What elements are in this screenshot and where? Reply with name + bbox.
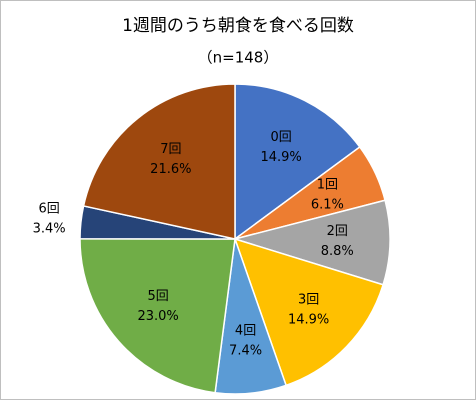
slice-value-label: 14.9%	[288, 313, 329, 328]
slice-category-label: 3回	[298, 293, 319, 308]
chart-subtitle: （n=148）	[198, 49, 279, 67]
slice-value-label: 3.4%	[33, 221, 66, 236]
slice-category-label: 0回	[270, 130, 291, 145]
slice-category-label: 5回	[147, 289, 168, 304]
slice-value-label: 6.1%	[311, 198, 344, 213]
slice-category-label: 4回	[235, 323, 256, 338]
pie-slice	[79, 238, 236, 394]
slice-value-label: 23.0%	[137, 309, 178, 324]
pie-slice	[82, 83, 236, 240]
pie-slice	[232, 199, 391, 286]
slice-category-label: 2回	[327, 224, 348, 239]
slice-value-label: 14.9%	[260, 150, 301, 165]
slice-value-label: 21.6%	[150, 162, 191, 177]
chart-title: 1週間のうち朝食を食べる回数	[122, 16, 354, 36]
slice-value-label: 8.8%	[321, 244, 354, 259]
pie-slice	[234, 83, 361, 241]
slice-category-label: 1回	[317, 178, 338, 193]
slice-category-label: 6回	[38, 201, 59, 216]
slice-category-label: 7回	[160, 142, 181, 157]
pie-slice	[233, 237, 385, 387]
slice-value-label: 7.4%	[229, 343, 262, 358]
